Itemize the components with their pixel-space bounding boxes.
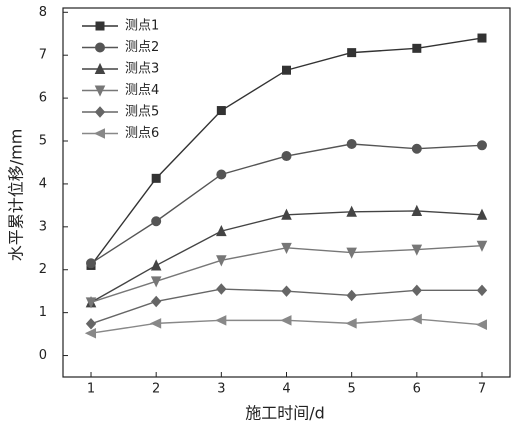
data-point [346, 247, 357, 259]
data-point [85, 318, 97, 330]
data-point [477, 33, 487, 43]
data-point [476, 140, 487, 151]
legend-marker [94, 85, 106, 97]
data-point [281, 208, 292, 220]
data-point [411, 244, 423, 256]
data-point [151, 216, 162, 227]
x-tick-label: 4 [282, 382, 290, 397]
x-tick-label: 1 [87, 382, 95, 397]
legend-label: 测点4 [125, 83, 159, 98]
data-point [280, 315, 292, 326]
y-tick-label: 6 [39, 91, 47, 106]
legend-marker [95, 42, 105, 53]
data-point [410, 313, 422, 325]
data-point [281, 151, 292, 162]
data-point [216, 283, 227, 295]
y-tick-label: 1 [39, 305, 47, 320]
legend-marker [94, 106, 106, 118]
x-tick-label: 5 [348, 382, 356, 397]
data-point [216, 255, 227, 267]
data-point [151, 295, 162, 308]
data-point [282, 65, 291, 75]
data-point [84, 327, 97, 339]
data-point [346, 289, 357, 302]
y-tick-label: 7 [39, 48, 47, 63]
data-point [411, 284, 422, 297]
x-tick-label: 6 [413, 382, 421, 397]
legend-label: 测点1 [125, 19, 159, 34]
data-point [412, 43, 422, 53]
y-tick-label: 8 [39, 5, 47, 20]
data-point [150, 259, 162, 271]
x-tick-label: 2 [152, 382, 160, 397]
data-point [345, 318, 357, 329]
y-tick-label: 2 [39, 262, 47, 277]
data-point [411, 204, 423, 216]
data-point [281, 242, 292, 255]
legend-marker [95, 21, 105, 31]
y-tick-label: 4 [39, 176, 47, 191]
x-tick-label: 3 [217, 382, 225, 397]
data-point [475, 319, 487, 330]
legend-marker [93, 128, 105, 139]
data-point [216, 224, 227, 237]
x-tick-label: 7 [478, 382, 486, 397]
legend-label: 测点6 [125, 126, 159, 141]
legend-label: 测点2 [125, 40, 159, 55]
data-point [215, 315, 227, 326]
data-point [476, 284, 488, 297]
data-point [476, 208, 488, 220]
legend-label: 测点3 [125, 62, 159, 77]
data-point [347, 48, 357, 58]
data-point [216, 169, 227, 180]
y-axis-label: 水平累计位移/mm [7, 129, 26, 262]
data-point [346, 205, 357, 217]
data-point [150, 318, 162, 329]
y-tick-label: 3 [39, 219, 47, 234]
y-tick-label: 0 [39, 348, 47, 363]
data-point [281, 285, 292, 297]
data-point [86, 258, 97, 269]
data-point [85, 297, 97, 309]
y-tick-label: 5 [39, 134, 47, 149]
data-point [346, 139, 357, 150]
data-point [150, 276, 162, 288]
legend-marker [94, 62, 106, 74]
data-point [151, 173, 161, 183]
data-point [476, 240, 488, 252]
data-point [411, 143, 422, 154]
legend-label: 测点5 [125, 105, 159, 120]
data-point [216, 106, 226, 116]
x-axis-label: 施工时间/d [245, 404, 325, 423]
